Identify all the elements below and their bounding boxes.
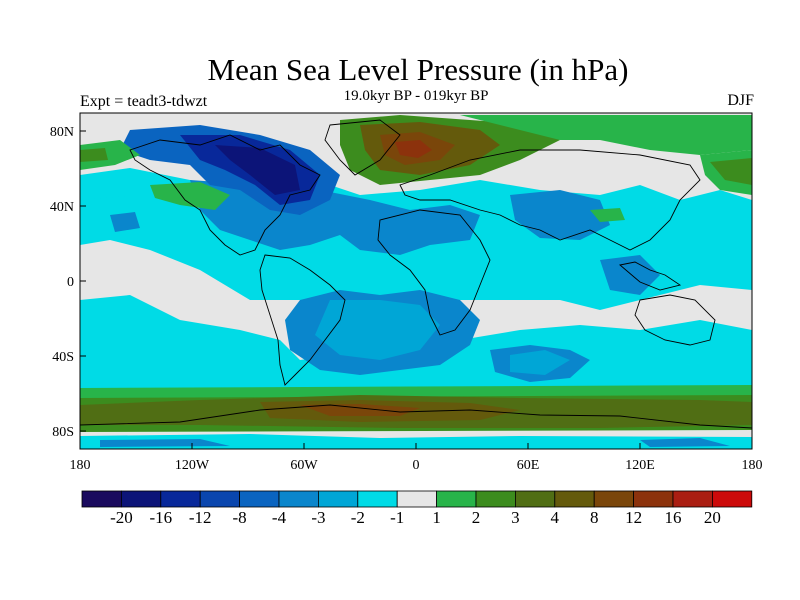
positive-north-regions <box>80 115 752 222</box>
lon-label: 180 <box>70 458 91 473</box>
colorbar-label: -20 <box>110 508 133 527</box>
colorbar-box <box>239 490 280 508</box>
colorbar-label: 4 <box>551 508 560 527</box>
colorbar-box <box>357 490 398 508</box>
colorbar-label: -4 <box>272 508 287 527</box>
colorbar-label: 8 <box>590 508 599 527</box>
greenland-coast <box>324 119 401 176</box>
lat-label: 40N <box>50 200 74 215</box>
colorbar-label: -3 <box>311 508 325 527</box>
colorbar-label: -12 <box>189 508 212 527</box>
colorbar-box <box>633 490 674 508</box>
colorbar-label: 16 <box>665 508 682 527</box>
colorbar-box <box>121 490 162 508</box>
latitude-labels: 80N 40N 0 40S 80S <box>50 125 74 440</box>
colorbar-box <box>317 490 359 508</box>
experiment-label: Expt = teadt3-tdwzt <box>80 93 208 110</box>
colorbar-box <box>475 490 516 508</box>
colorbar-label: 2 <box>472 508 481 527</box>
colorbar-box <box>515 490 556 508</box>
colorbar-box <box>712 490 753 508</box>
colorbar-label: 20 <box>704 508 721 527</box>
antarctica-coast <box>80 404 752 429</box>
colorbar-box <box>554 490 595 508</box>
africa-coast <box>377 209 491 336</box>
strong-negative-core <box>120 125 340 215</box>
colorbar-label: -1 <box>390 508 404 527</box>
colorbar-box <box>278 490 319 508</box>
maritime-continent-coast <box>619 261 682 291</box>
season-label: DJF <box>727 92 754 109</box>
colorbar-label: 3 <box>511 508 520 527</box>
colorbar-label: -16 <box>149 508 172 527</box>
map-title: Mean Sea Level Pressure (in hPa) <box>207 52 629 87</box>
australia-coast <box>634 294 716 346</box>
pressure-anomaly-field <box>80 113 752 449</box>
longitude-labels: 180 120W 60W 0 60E 120E 180 <box>70 458 763 473</box>
lon-label: 120E <box>625 458 655 473</box>
lat-label: 0 <box>67 275 74 290</box>
colorbar-box <box>436 490 477 508</box>
colorbar-box <box>593 490 635 508</box>
colorbar-box <box>199 490 240 508</box>
colorbar-box <box>672 490 713 508</box>
colorbar-box <box>160 490 201 508</box>
lat-label: 80N <box>50 125 74 140</box>
north-america-coast <box>129 134 321 256</box>
south-america-coast <box>259 254 346 386</box>
colorbar-label: -2 <box>351 508 365 527</box>
colorbar-label: -8 <box>233 508 247 527</box>
colorbar: -20 -16 -12 -8 -4 -3 -2 -1 1 2 3 4 8 12 16 20 <box>81 490 753 527</box>
mid-negative-core-regions <box>315 300 570 375</box>
eurasia-coast <box>399 149 701 251</box>
lat-label: 80S <box>52 425 74 440</box>
lon-label: 60W <box>290 458 318 473</box>
map-subtitle: 19.0kyr BP - 019kyr BP <box>343 88 489 104</box>
axis-ticks <box>79 130 753 449</box>
positive-south-band <box>80 385 752 449</box>
colorbar-label: 12 <box>625 508 642 527</box>
lat-label: 40S <box>52 350 74 365</box>
coastlines <box>80 119 752 429</box>
lon-label: 120W <box>175 458 210 473</box>
colorbar-box <box>81 490 122 508</box>
lon-label: 60E <box>517 458 540 473</box>
colorbar-box <box>396 490 438 508</box>
lon-label: 180 <box>742 458 763 473</box>
colorbar-label: 1 <box>432 508 441 527</box>
lon-label: 0 <box>413 458 420 473</box>
